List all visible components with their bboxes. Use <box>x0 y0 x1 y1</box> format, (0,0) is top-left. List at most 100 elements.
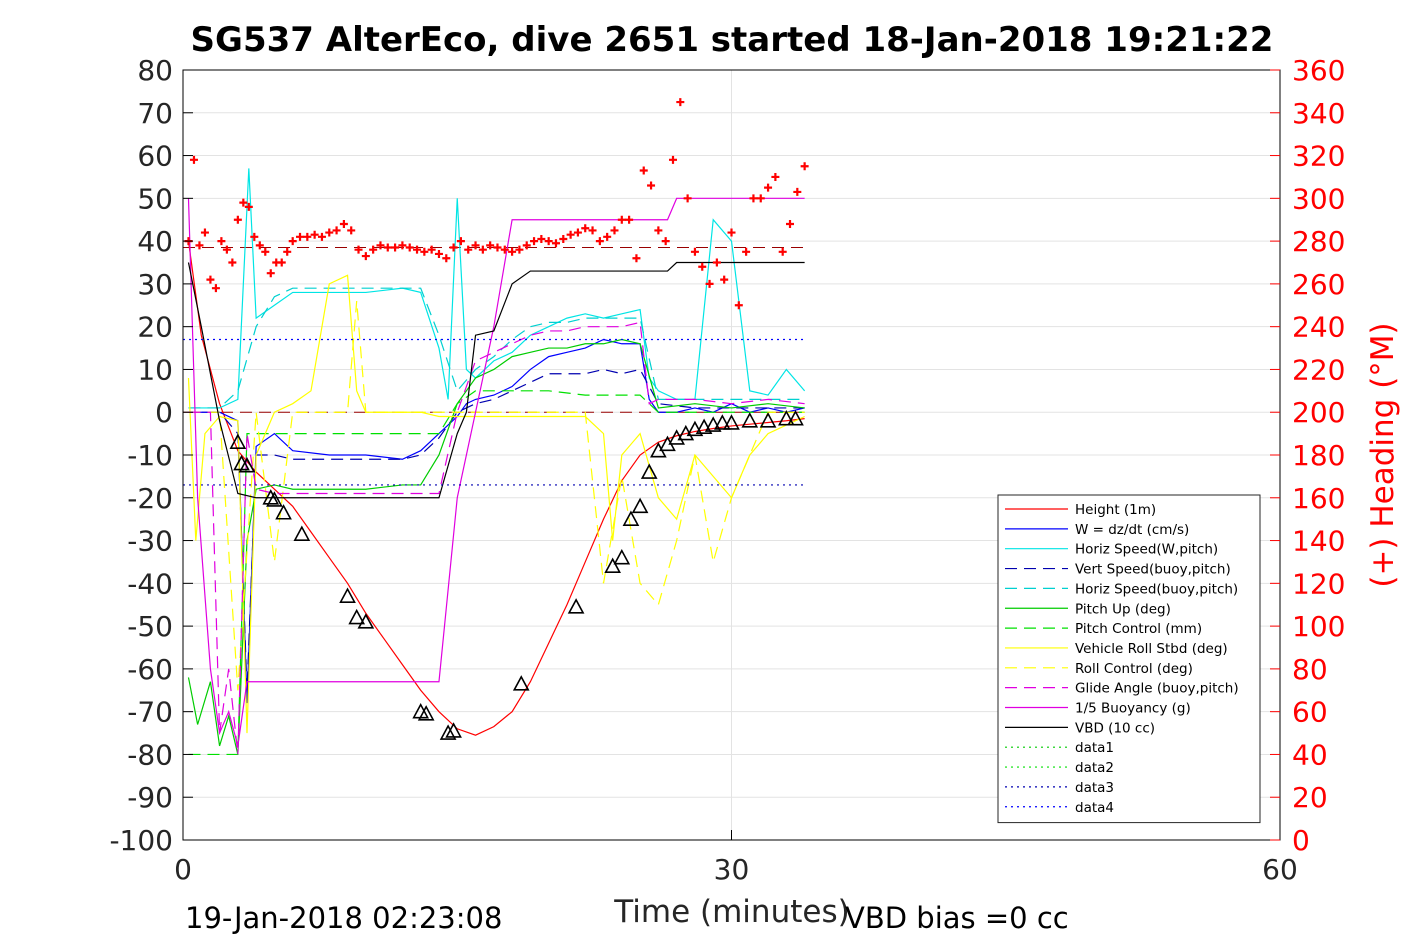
y-tick-label: 40 <box>137 225 173 258</box>
depth-marker <box>778 409 795 426</box>
heading-point <box>255 241 264 250</box>
heading-point <box>464 245 473 254</box>
right-axis-label: (+) Heading (°M) <box>1365 322 1401 587</box>
series-line-11 <box>187 261 805 499</box>
heading-point <box>310 230 319 239</box>
x-axis-label: Time (minutes) <box>613 894 849 930</box>
heading-point <box>683 194 692 203</box>
heading-point <box>690 247 699 256</box>
depth-marker <box>357 613 375 629</box>
depth-marker <box>445 722 462 738</box>
heading-point <box>288 237 297 246</box>
depth-marker <box>567 598 585 614</box>
heading-point <box>522 241 531 250</box>
heading-point <box>786 220 795 228</box>
heading-point <box>471 241 480 250</box>
depth-marker <box>640 463 658 479</box>
heading-point <box>610 226 619 235</box>
series-line-9 <box>188 321 805 755</box>
heading-point <box>283 247 292 256</box>
heading-point <box>771 172 780 181</box>
y-tick-label: -80 <box>127 738 173 771</box>
heading-point <box>647 181 656 190</box>
y-tick-label: -90 <box>127 781 173 814</box>
heading-point <box>639 166 648 175</box>
y-tick-label: 30 <box>137 268 173 301</box>
heading-point <box>654 226 663 235</box>
y-tick-label: -30 <box>127 525 173 558</box>
heading-point <box>588 226 597 235</box>
heading-point <box>500 245 509 254</box>
y-right-tick-label: 20 <box>1292 781 1328 814</box>
depth-marker <box>512 675 530 691</box>
y-right-tick-label: 180 <box>1292 439 1345 472</box>
heading-point <box>551 239 560 248</box>
depth-marker <box>695 418 713 434</box>
depth-marker <box>704 416 722 432</box>
heading-point <box>296 232 305 241</box>
heading-point <box>617 215 626 224</box>
series-line-7 <box>187 274 805 734</box>
heading-point <box>632 254 641 263</box>
depth-marker <box>741 412 759 428</box>
depth-marker <box>293 525 311 541</box>
heading-point <box>566 230 575 239</box>
legend-entry: Horiz Speed(W,pitch) <box>1075 542 1218 558</box>
heading-point <box>442 254 451 263</box>
heading-point <box>369 245 378 254</box>
heading-point <box>800 162 809 171</box>
heading-point <box>764 183 773 192</box>
heading-point <box>712 258 721 267</box>
x-tick-label: 60 <box>1262 853 1298 886</box>
y-right-tick-label: 300 <box>1292 182 1345 215</box>
y-right-axis-ticks: 3603403203002802602402202001801601401201… <box>1270 54 1345 857</box>
heading-point <box>793 187 802 196</box>
depth-marker <box>348 608 366 625</box>
depth-marker <box>262 489 280 505</box>
legend-entry: Pitch Control (mm) <box>1075 621 1202 637</box>
heading-point <box>195 241 204 250</box>
depth-marker <box>229 433 247 449</box>
heading-point <box>742 247 751 256</box>
heading-point <box>698 262 707 271</box>
legend-box <box>997 494 1261 824</box>
chart-title: SG537 AlterEco, dive 2651 started 18-Jan… <box>191 20 1274 60</box>
depth-marker <box>266 491 283 507</box>
heading-point <box>727 228 736 237</box>
y-right-tick-label: 100 <box>1292 610 1345 643</box>
y-right-tick-label: 260 <box>1292 268 1345 301</box>
series-line-6 <box>188 390 805 756</box>
y-right-tick-label: 340 <box>1292 97 1345 130</box>
series-line-8 <box>188 300 805 691</box>
legend-entry: Pitch Up (deg) <box>1075 601 1171 617</box>
heading-point <box>778 247 787 256</box>
series-line-0 <box>187 241 805 736</box>
heading-point <box>413 245 422 254</box>
legend-entry: VBD (10 cc) <box>1075 720 1155 736</box>
heading-point <box>200 228 209 237</box>
y-tick-label: -40 <box>127 567 173 600</box>
y-right-tick-label: 320 <box>1292 140 1345 173</box>
heading-point <box>515 245 524 254</box>
heading-point <box>734 301 743 310</box>
heading-point <box>676 98 685 107</box>
heading-point <box>303 232 312 241</box>
footer-vbd-bias: VBD bias =0 cc <box>845 901 1069 935</box>
heading-point <box>277 258 286 267</box>
depth-marker <box>622 510 640 526</box>
heading-point <box>661 237 670 246</box>
legend-entry: Horiz Speed(buoy,pitch) <box>1075 581 1238 597</box>
depth-marker <box>686 420 704 437</box>
heading-point <box>720 275 729 284</box>
y-right-tick-label: 220 <box>1292 353 1345 386</box>
y-right-tick-label: 160 <box>1292 482 1345 515</box>
heading-point <box>508 247 517 256</box>
y-tick-label: 80 <box>137 54 173 87</box>
y-right-tick-label: 240 <box>1292 311 1345 344</box>
heading-point <box>603 232 612 241</box>
depth-marker <box>723 414 740 430</box>
heading-point <box>339 220 348 228</box>
y-right-tick-label: 280 <box>1292 225 1345 258</box>
y-axis-ticks: 80 70 60 50 40 30 20 10 0 -10 -20 -30 -40 -50 -60 -70 -8… <box>109 54 193 857</box>
